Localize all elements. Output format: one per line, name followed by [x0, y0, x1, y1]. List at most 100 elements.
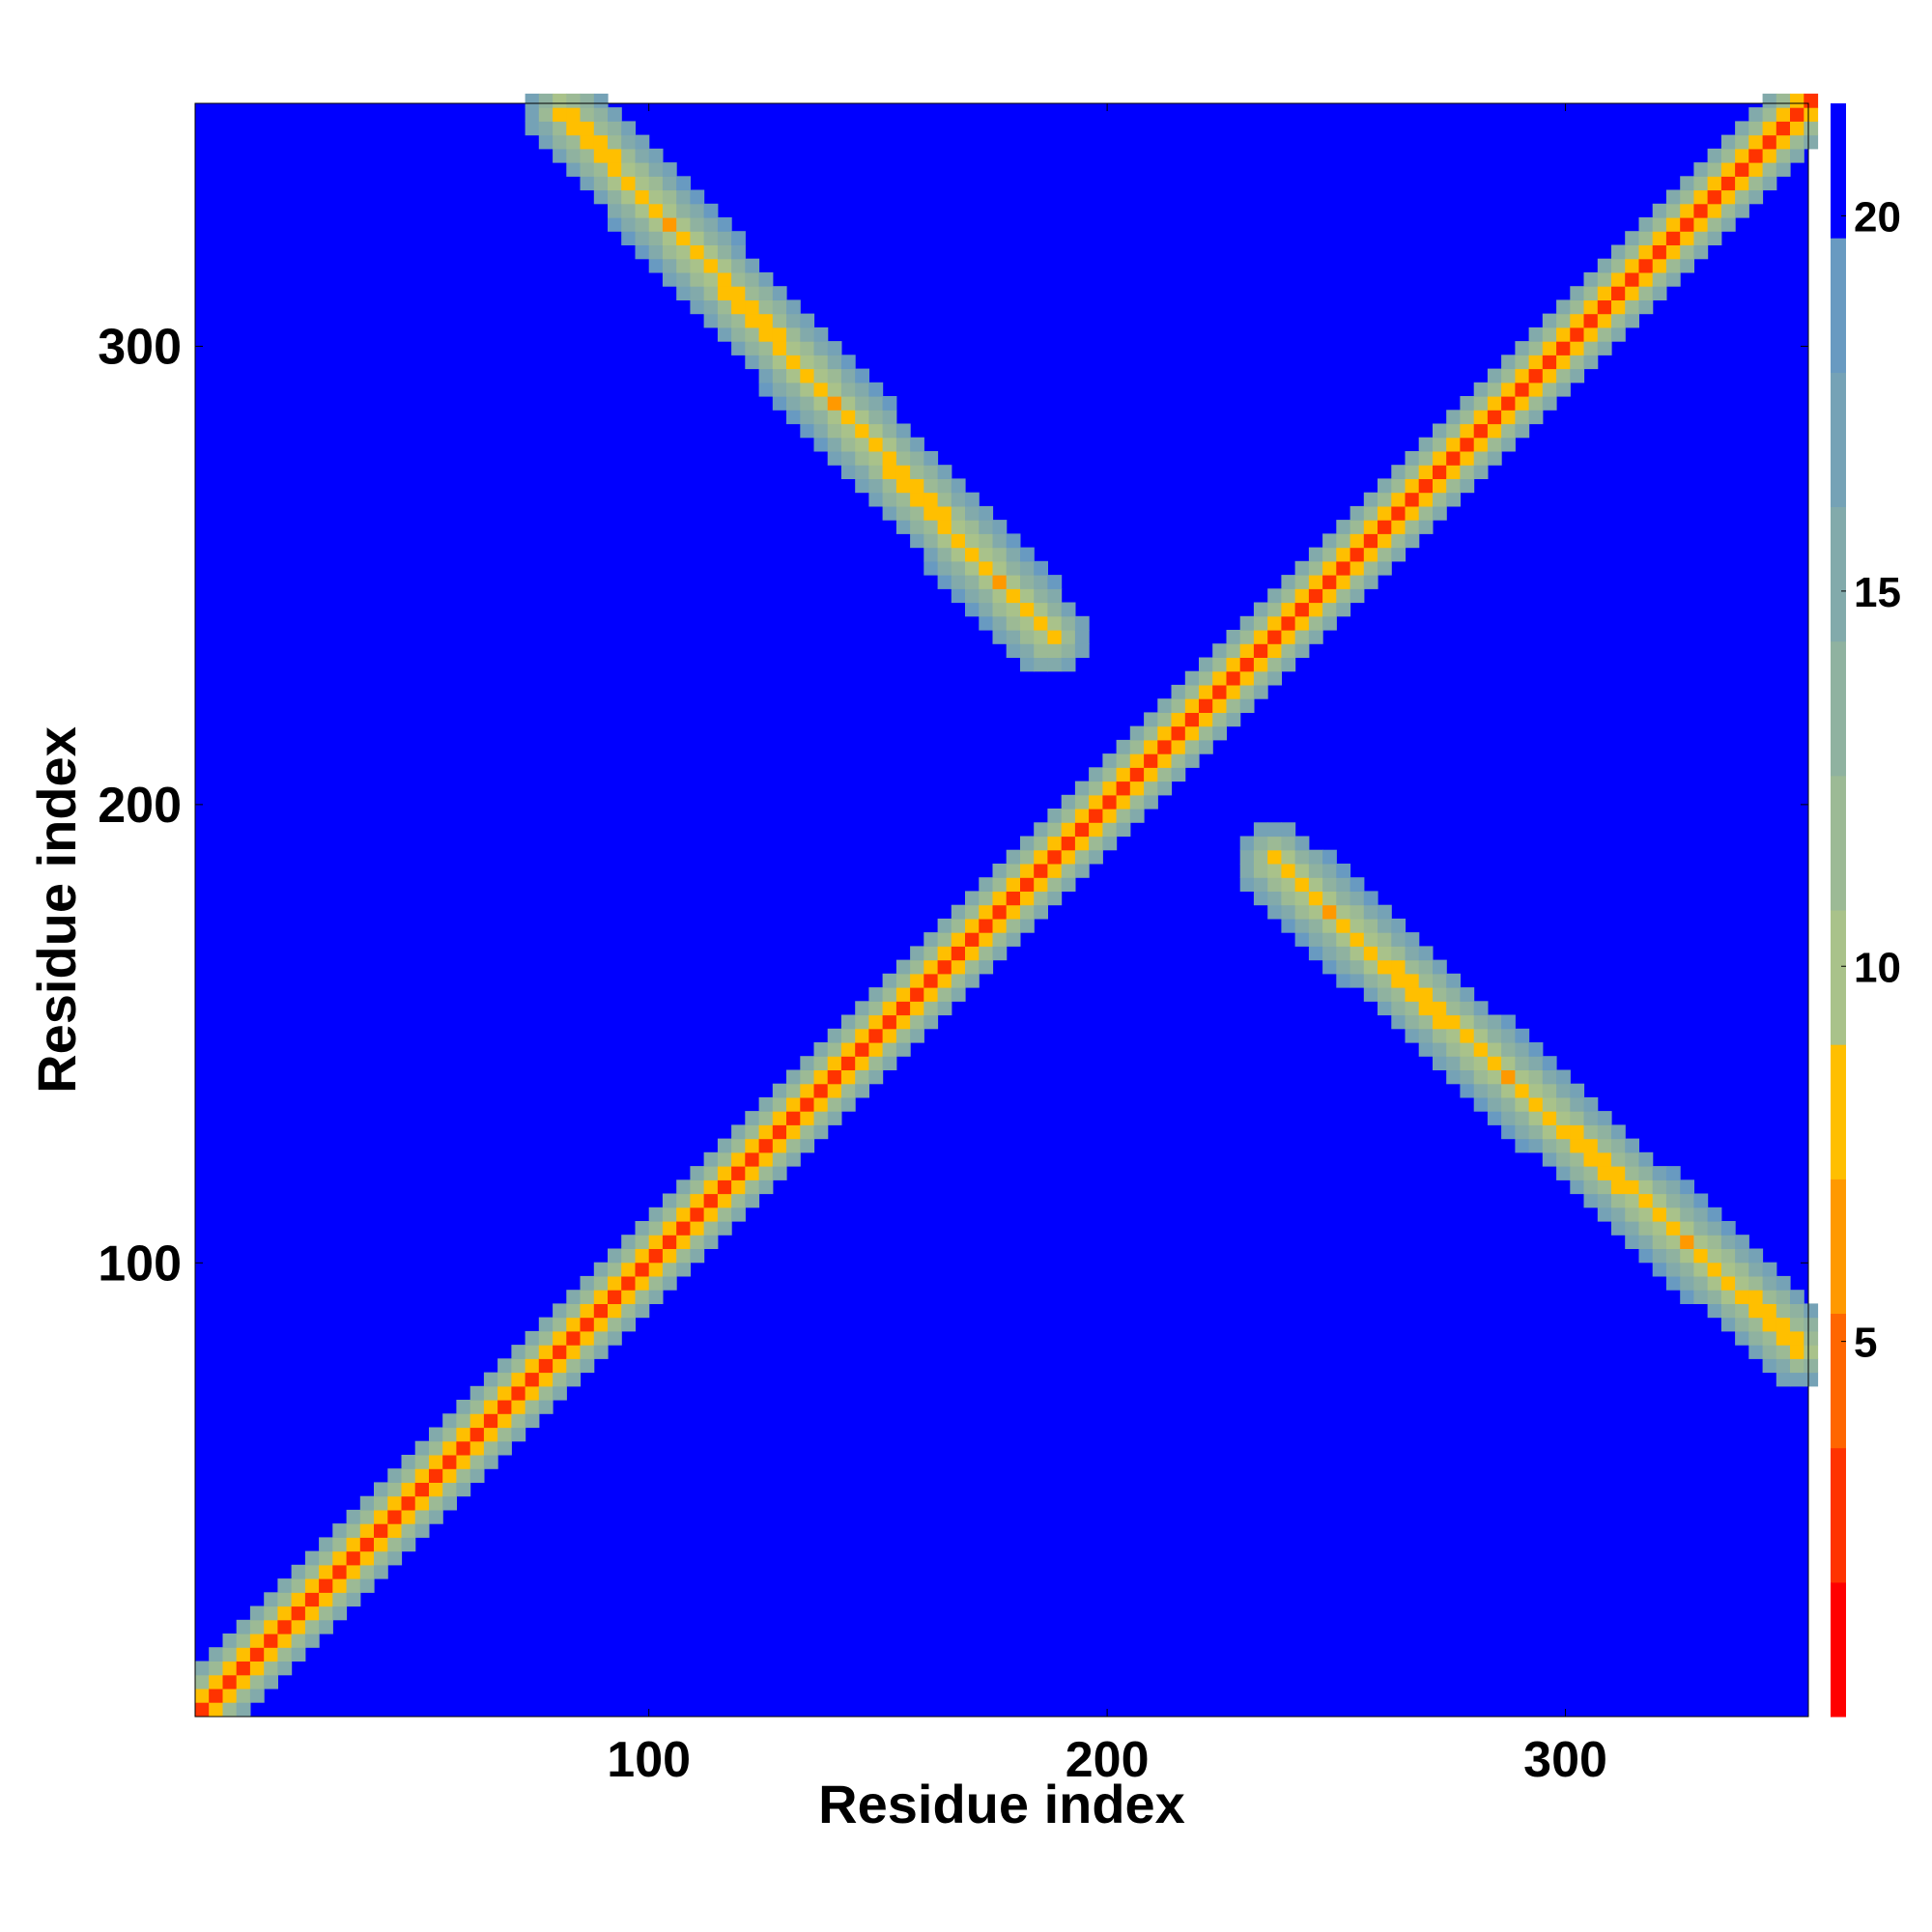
heatmap-cell [910, 533, 924, 549]
heatmap-cell [538, 1345, 554, 1359]
heatmap-cell [304, 1619, 320, 1634]
heatmap-cell [1597, 1179, 1612, 1195]
heatmap-cell [1020, 657, 1035, 672]
heatmap-cell [676, 286, 691, 300]
heatmap-cell [1762, 1330, 1777, 1346]
heatmap-cell [855, 1001, 869, 1016]
heatmap-cell [538, 1330, 554, 1346]
heatmap-cell [635, 1221, 650, 1236]
heatmap-cell [1253, 849, 1268, 865]
heatmap-cell [1707, 1275, 1722, 1291]
heatmap-cell [1680, 217, 1694, 232]
heatmap-cell [1583, 355, 1599, 370]
heatmap-cell [648, 203, 664, 218]
heatmap-cell [1804, 93, 1819, 108]
heatmap-cell [1707, 189, 1722, 205]
heatmap-cell [979, 959, 994, 975]
heatmap-cell [717, 1193, 732, 1208]
heatmap-cell [291, 1619, 306, 1634]
heatmap-cell [895, 465, 911, 479]
heatmap-cell [1515, 1069, 1530, 1085]
heatmap-cell [359, 1495, 375, 1511]
heatmap-cell [1391, 520, 1406, 534]
heatmap-cell [1212, 712, 1227, 727]
heatmap-cell [1611, 299, 1626, 315]
heatmap-cell [456, 1482, 471, 1497]
heatmap-cell [593, 1330, 609, 1346]
heatmap-cell [648, 162, 664, 177]
heatmap-cell [1006, 891, 1021, 906]
heatmap-cell [648, 1221, 664, 1236]
heatmap-cell [1405, 1001, 1420, 1016]
heatmap-cell [662, 217, 677, 232]
heatmap-cell [1336, 533, 1351, 549]
heatmap-cell [895, 1001, 911, 1016]
heatmap-cell [593, 1317, 609, 1332]
heatmap-cell [1748, 1248, 1764, 1264]
heatmap-cell [717, 299, 732, 315]
heatmap-cell [1212, 684, 1227, 699]
heatmap-cell [1363, 520, 1378, 534]
heatmap-cell [1597, 1166, 1612, 1180]
heatmap-cell [923, 1001, 939, 1016]
heatmap-cell [1047, 849, 1063, 865]
heatmap-cell [1720, 1248, 1736, 1264]
heatmap-cell [195, 1674, 210, 1690]
heatmap-cell [1281, 891, 1296, 906]
heatmap-cell [1047, 643, 1063, 658]
heatmap-cell [1611, 327, 1626, 342]
heatmap-cell [1720, 134, 1736, 150]
heatmap-cell [1570, 1083, 1585, 1098]
heatmap-cell [813, 437, 829, 452]
heatmap-cell [593, 1275, 609, 1291]
heatmap-cell [855, 423, 869, 439]
heatmap-cell [1460, 1042, 1475, 1057]
heatmap-cell [895, 1028, 911, 1043]
heatmap-cell [786, 1096, 801, 1112]
heatmap-cell [786, 368, 801, 384]
heatmap-cell [304, 1578, 320, 1593]
heatmap-cell [979, 615, 994, 631]
heatmap-cell [1446, 451, 1461, 466]
heatmap-cell [429, 1495, 443, 1511]
heatmap-cell [401, 1495, 416, 1511]
heatmap-cell [992, 864, 1008, 878]
heatmap-cell [745, 313, 760, 328]
heatmap-cell [304, 1634, 320, 1648]
y-tick-label: 200 [98, 778, 182, 834]
heatmap-cell [359, 1564, 375, 1579]
heatmap-cell [1625, 313, 1639, 328]
heatmap-cell [1363, 959, 1378, 975]
heatmap-cell [553, 148, 567, 163]
heatmap-cell [1542, 368, 1557, 384]
heatmap-cell [1061, 630, 1076, 644]
heatmap-cell [1020, 575, 1035, 589]
heatmap-cell [374, 1509, 388, 1524]
heatmap-cell [525, 93, 540, 108]
heatmap-cell [1308, 904, 1323, 920]
heatmap-cell [855, 437, 869, 452]
heatmap-cell [951, 904, 966, 920]
heatmap-cell [717, 1151, 732, 1167]
heatmap-cell [1116, 809, 1131, 823]
heatmap-cell [483, 1400, 498, 1414]
heatmap-cell [1625, 299, 1639, 315]
heatmap-cell [1597, 271, 1612, 287]
heatmap-cell [635, 134, 650, 150]
heatmap-cell [401, 1455, 416, 1469]
heatmap-cell [469, 1468, 485, 1483]
heatmap-cell [813, 1111, 829, 1125]
heatmap-cell [882, 492, 897, 507]
heatmap-cell [1665, 258, 1681, 273]
heatmap-cell [895, 437, 911, 452]
heatmap-cell [882, 410, 897, 425]
heatmap-cell [1487, 1096, 1502, 1112]
heatmap-cell [1804, 1358, 1819, 1374]
heatmap-cell [222, 1661, 238, 1676]
heatmap-cell [553, 93, 567, 108]
heatmap-cell [731, 1124, 746, 1140]
heatmap-cell [1061, 864, 1076, 878]
heatmap-cell [827, 410, 842, 425]
heatmap-cell [690, 286, 705, 300]
